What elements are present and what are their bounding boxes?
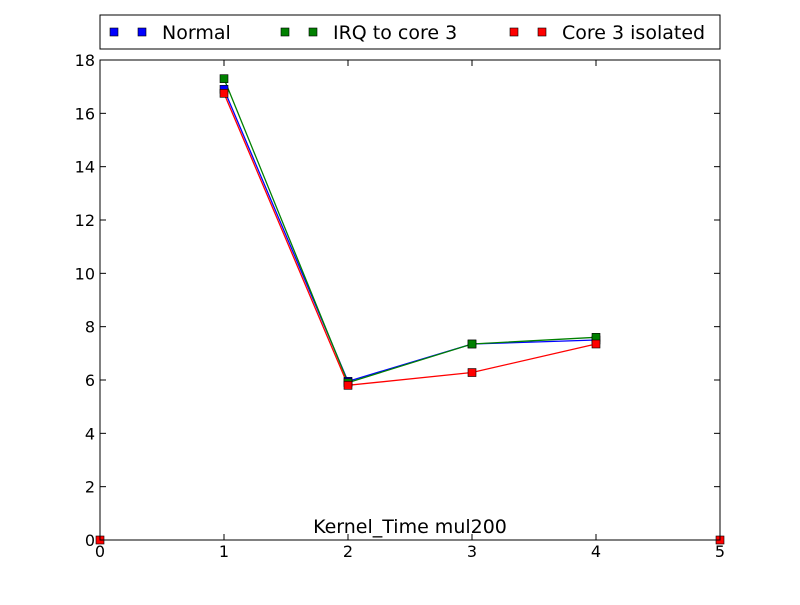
legend-marker (137, 27, 147, 37)
legend-frame (99, 14, 721, 50)
data-point (343, 381, 353, 390)
y-tick-label: 18 (75, 51, 95, 70)
series-line (223, 93, 597, 387)
y-tick-label: 4 (85, 424, 95, 443)
legend-marker (509, 27, 519, 37)
data-point (219, 89, 229, 98)
x-tick-label: 1 (219, 542, 229, 561)
legend-marker (308, 27, 318, 37)
series-line (223, 78, 597, 384)
x-tick-label: 4 (591, 542, 601, 561)
y-tick-label: 12 (75, 211, 95, 230)
legend-marker (109, 27, 119, 37)
series-layer (95, 74, 725, 545)
x-tick-label: 2 (343, 542, 353, 561)
x-tick-label: 0 (95, 542, 105, 561)
legend-marker (280, 27, 290, 37)
plot-frame (99, 59, 721, 541)
data-point (219, 74, 229, 83)
data-point (591, 339, 601, 349)
legend-label: Normal (162, 22, 231, 44)
legend: Normal IRQ to core 3 Core 3 isolated (99, 14, 721, 50)
x-tick-label: 5 (715, 542, 725, 561)
legend-marker (537, 27, 547, 37)
legend-label: IRQ to core 3 (333, 22, 457, 44)
data-point (467, 368, 477, 377)
y-tick-label: 0 (85, 531, 95, 550)
y-tick-label: 16 (75, 104, 95, 123)
legend-label: Core 3 isolated (562, 22, 705, 44)
y-tick-label: 6 (85, 371, 95, 390)
y-tick-label: 2 (85, 478, 95, 497)
x-tick-label: 3 (467, 542, 477, 561)
y-tick-label: 8 (85, 318, 95, 337)
y-tick-label: 10 (75, 264, 95, 283)
chart-title: Kernel_Time mul200 (313, 516, 507, 538)
data-point (467, 339, 477, 349)
plot-area (100, 60, 720, 540)
y-tick-label: 14 (75, 158, 95, 177)
